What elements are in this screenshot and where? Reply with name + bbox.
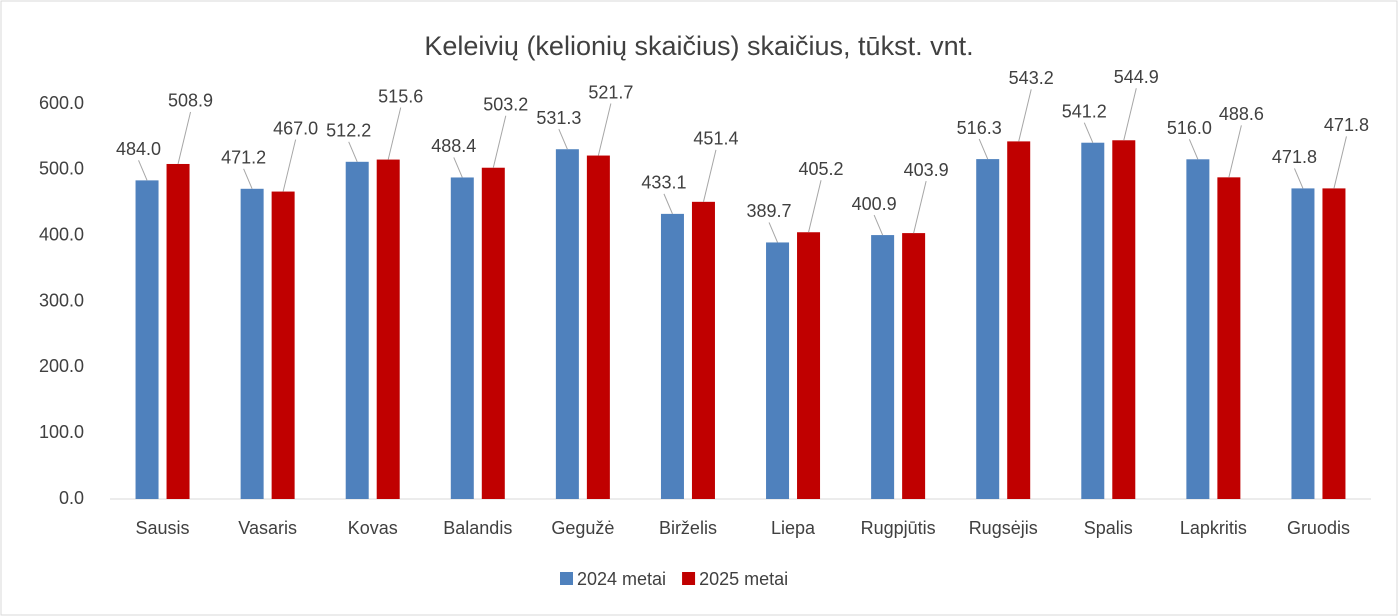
x-tick-label: Vasaris [238,518,297,538]
x-tick-label: Liepa [771,518,816,538]
leader-line [243,168,253,189]
y-tick-label: 500.0 [39,159,84,179]
leader-line [177,111,192,165]
bar [766,242,790,499]
data-label: 400.9 [852,194,897,214]
bar [871,235,895,500]
bar [135,180,159,499]
leader-line [1228,125,1242,178]
data-label: 433.1 [641,173,686,193]
data-label: 471.8 [1324,115,1369,135]
legend-swatch [682,572,696,585]
data-label: 405.2 [799,159,844,179]
y-tick-label: 600.0 [39,93,84,113]
x-tick-label: Rugsėjis [969,518,1038,538]
y-tick-label: 400.0 [39,224,84,244]
data-label: 467.0 [273,118,318,138]
legend-label: 2025 metai [699,569,788,589]
leader-line [387,107,402,160]
data-label: 541.2 [1062,101,1107,121]
x-tick-label: Gegužė [551,518,614,538]
x-tick-label: Spalis [1084,518,1133,538]
y-tick-label: 300.0 [39,290,84,310]
data-label: 484.0 [116,139,161,159]
bar [902,233,926,499]
leader-line [978,138,989,160]
bar [376,159,400,499]
leader-line [1333,136,1347,189]
leader-line [663,193,673,215]
bar [1186,159,1210,500]
x-tick-label: Rugpjūtis [861,518,936,538]
data-label: 516.0 [1167,118,1212,138]
leader-line [597,103,612,156]
y-tick-label: 100.0 [39,422,84,442]
leader-line [1083,122,1094,143]
bar [271,191,295,499]
leader-line [873,214,884,236]
bar [1081,142,1105,499]
leader-line [282,139,297,192]
x-tick-label: Kovas [348,518,398,538]
data-label: 521.7 [588,82,633,102]
legend-swatch [560,572,573,585]
bar [660,213,684,499]
data-label: 515.6 [378,86,423,106]
data-label: 516.3 [957,118,1002,138]
bar [555,149,579,500]
leader-line [702,149,717,202]
leader-line [1018,89,1032,142]
bar [450,177,474,499]
data-label: 389.7 [747,201,792,221]
data-label: 471.2 [221,148,266,168]
bar [1291,188,1315,500]
bar [586,155,610,500]
x-tick-label: Sausis [136,518,190,538]
leader-line [913,180,927,234]
data-label: 543.2 [1009,68,1054,88]
data-label: 451.4 [693,129,738,149]
leader-line [768,222,779,243]
x-tick-label: Lapkritis [1180,518,1247,538]
bar [481,167,505,499]
leader-line [1188,139,1199,160]
bar [1322,188,1346,500]
x-tick-label: Gruodis [1287,518,1350,538]
data-label: 471.8 [1272,147,1317,167]
bar [166,163,190,499]
y-tick-label: 200.0 [39,356,84,376]
data-label: 512.2 [326,121,371,141]
data-label: 488.6 [1219,104,1264,124]
bar [345,161,369,499]
leader-line [492,115,507,168]
legend-label: 2024 metai [577,569,666,589]
leader-line [808,180,822,233]
bar [976,159,1000,500]
bar [1112,140,1136,499]
bar [1007,141,1031,500]
leader-line [138,160,148,181]
data-label: 403.9 [904,160,949,180]
leader-line [1293,168,1304,189]
bar [1217,177,1241,500]
leader-line [558,129,568,150]
bar [797,232,821,499]
data-label: 508.9 [168,91,213,111]
x-tick-label: Balandis [443,518,512,538]
leader-line [453,157,463,178]
data-label: 531.3 [536,108,581,128]
x-tick-label: Birželis [659,518,717,538]
data-label: 503.2 [483,94,528,114]
leader-line [1123,88,1137,141]
leader-line [348,141,358,162]
data-label: 544.9 [1114,67,1159,87]
chart-title: Keleivių (kelionių skaičius) skaičius, t… [424,31,973,61]
bar [240,188,264,499]
data-label: 488.4 [431,136,476,156]
y-tick-label: 0.0 [59,488,84,508]
bar [691,201,715,499]
